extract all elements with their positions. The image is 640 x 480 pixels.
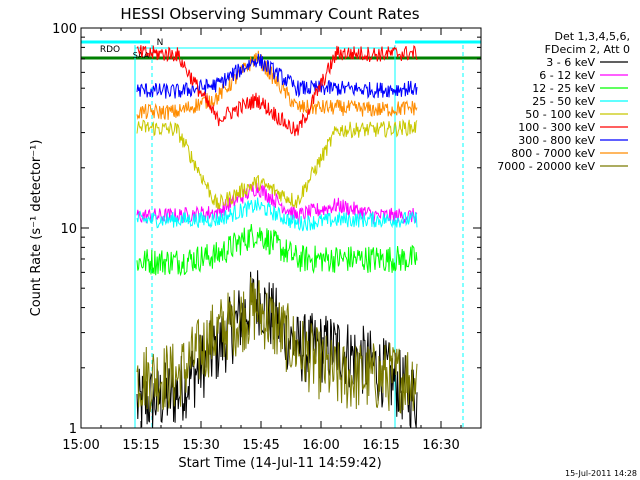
series-layer	[136, 45, 418, 429]
series-line	[136, 197, 418, 232]
legend-label: 12 - 25 keV	[532, 82, 595, 95]
series-line	[136, 45, 418, 137]
y-tick-label: 100	[52, 22, 77, 37]
legend-label: 50 - 100 keV	[525, 108, 595, 121]
legend-label: 7000 - 20000 keV	[497, 160, 595, 173]
x-tick-label: 16:15	[362, 438, 399, 453]
legend-label: 25 - 50 keV	[532, 95, 595, 108]
series-line	[136, 223, 418, 277]
y-tick-label: 10	[60, 222, 77, 237]
legend: Det 1,3,4,5,6,FDecim 2, Att 03 - 6 keV6 …	[497, 30, 630, 173]
x-tick-label: 15:30	[182, 438, 219, 453]
x-tick-label: 15:15	[122, 438, 159, 453]
legend-label: 300 - 800 keV	[518, 134, 595, 147]
series-line	[136, 277, 418, 414]
y-axis: 1 10 100	[52, 22, 481, 437]
flag-label: N	[157, 38, 164, 48]
flag-label: RDO	[100, 45, 120, 55]
legend-label: 6 - 12 keV	[539, 69, 595, 82]
y-tick-label: 1	[69, 422, 77, 437]
y-axis-label: Count Rate (s⁻¹ detector⁻¹)	[29, 140, 44, 317]
legend-label: 100 - 300 keV	[518, 121, 595, 134]
x-tick-label: 16:30	[422, 438, 459, 453]
x-axis-label: Start Time (14-Jul-11 14:59:42)	[178, 456, 381, 471]
x-axis: 15:00 15:15 15:30 15:45 16:00 16:15 16:30	[62, 28, 482, 453]
legend-header: Det 1,3,4,5,6,	[554, 30, 630, 43]
legend-label: 800 - 7000 keV	[511, 147, 595, 160]
chart-title: HESSI Observing Summary Count Rates	[120, 5, 419, 23]
series-line	[136, 118, 418, 210]
timestamp: 15-Jul-2011 14:28	[565, 469, 637, 478]
x-tick-label: 15:00	[62, 438, 99, 453]
legend-header: FDecim 2, Att 0	[545, 43, 630, 56]
x-tick-label: 16:00	[302, 438, 339, 453]
x-tick-label: 15:45	[242, 438, 279, 453]
series-line	[136, 50, 418, 120]
legend-label: 3 - 6 keV	[546, 56, 595, 69]
series-line	[136, 53, 418, 100]
